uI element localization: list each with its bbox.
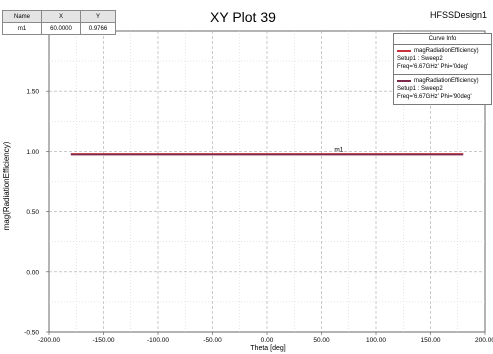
curve-info-legend[interactable]: Curve Info magRadiationEfficiency) Setup… [393,33,492,105]
y-tick-label: 1.00 [26,149,39,156]
x-tick-label: -100.00 [147,337,169,344]
marker-table-col-y: Y [80,10,116,23]
y-tick-label: 0.50 [26,209,39,216]
x-tick-label: 150.00 [421,337,441,344]
legend-entry[interactable]: magRadiationEfficiency) Setup1 : Sweep2 … [394,74,491,104]
plot-title: XY Plot 39 [210,9,276,25]
marker-table-header: Name X Y [2,10,116,23]
legend-params: Freq='6.67GHz' Phi='0deg' [397,64,469,70]
legend-swatch [397,80,411,82]
marker-table: Name X Y m1 60.0000 0.9766 [2,10,116,35]
x-tick-label: -200.00 [38,337,60,344]
legend-entry[interactable]: magRadiationEfficiency) Setup1 : Sweep2 … [394,45,491,74]
x-axis-ticks: -200.00 -150.00 -100.00 -50.00 0.00 50.00 100.… [38,332,493,344]
legend-series-name: magRadiationEfficiency) [414,48,479,54]
y-axis-ticks: -0.50 0.00 0.50 1.00 1.50 [24,89,49,337]
y-tick-label: 1.50 [26,89,39,96]
x-tick-label: 100.00 [366,337,386,344]
series-layer [70,153,464,156]
x-tick-label: 200.00 [475,337,493,344]
marker-table-row[interactable]: m1 60.0000 0.9766 [2,22,116,35]
design-name: HFSSDesign1 [429,10,487,20]
x-tick-label: 50.00 [313,337,330,344]
x-tick-label: -50.00 [203,337,222,344]
grid-lines [49,31,485,332]
x-tick-label: 0.00 [261,337,274,344]
legend-series-name: magRadiationEfficiency) [414,78,479,84]
marker-table-col-x: X [41,10,81,23]
legend-header: Curve Info [394,34,491,45]
legend-setup: Setup1 : Sweep2 [397,56,443,62]
marker-label: m1 [334,147,343,154]
marker-name-cell: m1 [2,22,42,35]
legend-setup: Setup1 : Sweep2 [397,86,443,92]
x-axis-label: Theta [deg] [250,345,285,352]
legend-params: Freq='6.67GHz' Phi='90deg' [397,94,472,100]
marker-table-col-name: Name [2,10,42,23]
marker-y-cell: 0.9766 [80,22,116,35]
y-axis-label: mag(RadiationEfficiency) [2,141,11,230]
marker-layer: m1 [334,147,343,154]
y-tick-label: -0.50 [24,330,39,337]
x-tick-label: -150.00 [92,337,114,344]
marker-x-cell: 60.0000 [41,22,81,35]
legend-swatch [397,50,411,52]
y-tick-label: 0.00 [26,269,39,276]
